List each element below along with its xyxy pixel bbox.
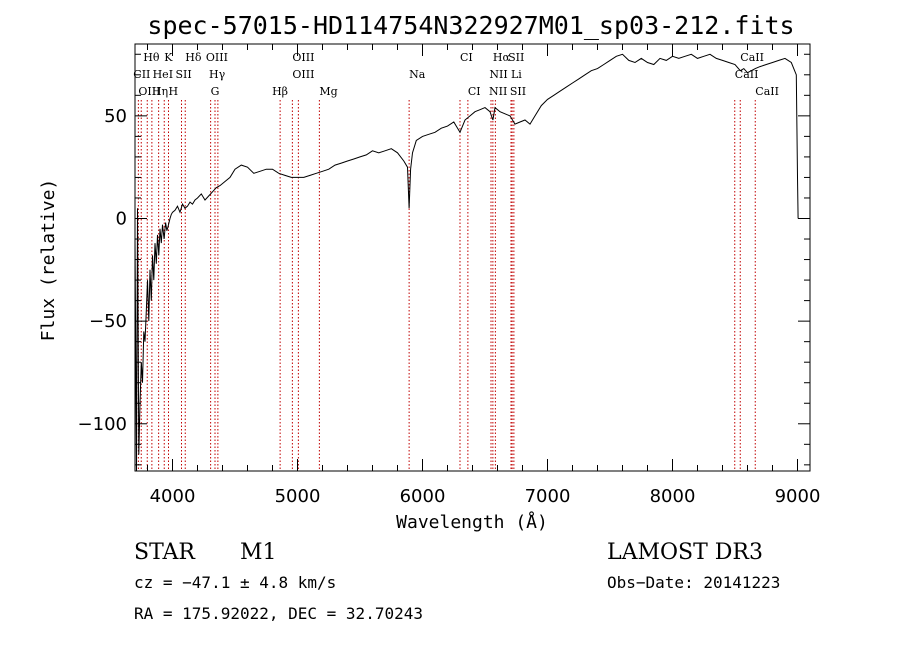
object-subclass: M1 xyxy=(240,540,277,565)
line-label: HeI xyxy=(153,68,173,81)
line-label: OIII xyxy=(292,51,314,64)
y-tick-label: −50 xyxy=(89,311,127,332)
line-label: SII xyxy=(176,68,192,81)
chart-title: spec-57015-HD114754N322927M01_sp03-212.f… xyxy=(147,11,794,40)
x-axis-ticks: 4000 5000 6000 7000 8000 9000 xyxy=(147,44,821,507)
x-tick-label: 5000 xyxy=(275,486,321,507)
x-tick-label: 9000 xyxy=(775,486,821,507)
line-label: Hα xyxy=(493,51,511,64)
line-label: Mg xyxy=(319,85,337,98)
line-label: SII xyxy=(510,85,526,98)
x-axis-label: Wavelength (Å) xyxy=(396,511,548,533)
line-label: CII xyxy=(133,68,150,81)
redshift-cz: cz = −47.1 ± 4.8 km/s xyxy=(134,573,336,592)
line-label: CI xyxy=(468,85,481,98)
line-label: Li xyxy=(511,68,522,81)
line-label: SII xyxy=(508,51,524,64)
line-label: NII xyxy=(489,68,507,81)
line-label: Hβ xyxy=(272,85,288,98)
spectrum-series-line xyxy=(134,53,799,472)
y-axis-label: Flux (relative) xyxy=(38,179,59,342)
object-class: STAR xyxy=(134,540,196,565)
x-tick-label: 7000 xyxy=(525,486,571,507)
line-label: Hγ xyxy=(209,68,226,81)
y-tick-label: 0 xyxy=(116,208,127,229)
line-label: Hη xyxy=(152,85,168,98)
y-tick-label: −100 xyxy=(78,414,127,435)
line-label: OIII xyxy=(206,51,228,64)
x-tick-label: 4000 xyxy=(150,486,196,507)
line-label: Hθ xyxy=(143,51,160,64)
survey-name: LAMOST DR3 xyxy=(607,540,763,565)
x-tick-label: 6000 xyxy=(400,486,446,507)
line-label: CI xyxy=(460,51,473,64)
spectral-line-markers xyxy=(137,100,756,471)
observation-date: Obs−Date: 20141223 xyxy=(607,573,780,592)
line-label: CaII xyxy=(755,85,779,98)
line-label: H xyxy=(169,85,179,98)
coordinates: RA = 175.92022, DEC = 32.70243 xyxy=(134,604,423,623)
line-label: CaII xyxy=(735,68,759,81)
y-tick-label: 50 xyxy=(104,106,127,127)
line-label: OIII xyxy=(292,68,314,81)
line-label: OIII xyxy=(138,85,160,98)
line-label: Hδ xyxy=(185,51,202,64)
line-label: NII xyxy=(489,85,507,98)
line-label: G xyxy=(211,85,220,98)
line-label: CaII xyxy=(740,51,764,64)
line-label: K xyxy=(164,51,173,64)
y-axis-ticks: −100 −50 0 50 xyxy=(78,53,810,466)
line-label: Na xyxy=(409,68,426,81)
plot-frame xyxy=(134,43,811,472)
x-tick-label: 8000 xyxy=(650,486,696,507)
